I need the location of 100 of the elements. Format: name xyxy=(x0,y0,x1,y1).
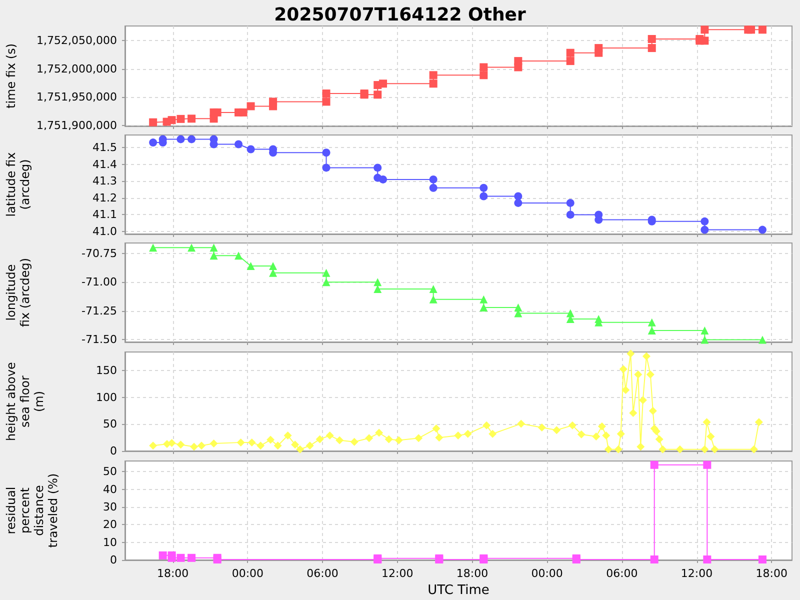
y-tick-label: 30 xyxy=(103,500,117,514)
point xyxy=(566,198,574,207)
point xyxy=(322,90,330,98)
point xyxy=(374,285,382,294)
point xyxy=(188,114,196,123)
y-tick-label: -70.75 xyxy=(82,246,117,260)
x-axis-title: UTC Time xyxy=(428,583,490,598)
point xyxy=(149,118,158,126)
y-tick-label: 100 xyxy=(96,390,117,404)
y-tick-label: 50 xyxy=(103,465,117,478)
point xyxy=(429,184,438,192)
y-axis-title: longitude fix (arcdeg) xyxy=(4,258,32,328)
point xyxy=(700,36,709,45)
point xyxy=(758,226,766,234)
point xyxy=(480,71,488,80)
point xyxy=(213,108,222,116)
point xyxy=(269,262,278,270)
point xyxy=(246,102,255,110)
y-tick-label: -71.25 xyxy=(82,304,117,318)
point xyxy=(379,80,388,88)
y-tick-label: 10 xyxy=(103,536,117,549)
point xyxy=(176,135,185,144)
point xyxy=(210,252,218,260)
point xyxy=(188,244,196,252)
point xyxy=(374,164,382,172)
point xyxy=(700,326,709,334)
point xyxy=(176,554,185,562)
point xyxy=(239,108,248,116)
point xyxy=(210,244,218,252)
point xyxy=(700,217,709,226)
point xyxy=(648,326,656,334)
point xyxy=(703,460,712,469)
point xyxy=(168,116,176,124)
point xyxy=(650,460,658,469)
point xyxy=(429,175,438,184)
y-tick-label: 150 xyxy=(96,364,117,378)
point xyxy=(566,57,574,66)
x-tick-label: 12:00 xyxy=(680,567,713,580)
x-tick-label: 00:00 xyxy=(232,567,264,580)
point xyxy=(234,140,243,148)
point xyxy=(758,26,766,34)
y-tick-label: 1,752,000,000 xyxy=(36,62,117,76)
point xyxy=(234,252,243,260)
point xyxy=(514,192,522,200)
x-tick-label: 00:00 xyxy=(531,567,563,580)
point xyxy=(176,114,185,123)
point xyxy=(514,198,522,207)
y-tick-label: -71.00 xyxy=(82,276,117,289)
point xyxy=(246,262,255,270)
y-tick-label: 50 xyxy=(103,418,117,431)
point xyxy=(700,26,709,34)
chart-title: 20250707T164122 Other xyxy=(274,4,526,26)
y-tick-label: -71.50 xyxy=(82,333,117,346)
point xyxy=(514,303,522,312)
point xyxy=(480,295,488,304)
point xyxy=(374,90,382,99)
point xyxy=(480,63,488,72)
point xyxy=(648,44,656,52)
point xyxy=(429,285,438,294)
point xyxy=(379,175,388,184)
x-tick-label: 06:00 xyxy=(306,567,338,580)
point xyxy=(700,336,709,344)
point xyxy=(480,192,488,200)
point xyxy=(158,551,167,560)
x-tick-label: 18:00 xyxy=(756,567,788,580)
point xyxy=(703,555,712,564)
y-tick-label: 40 xyxy=(103,482,117,496)
y-tick-label: 20 xyxy=(103,518,117,532)
y-tick-label: 41.4 xyxy=(92,158,117,171)
point xyxy=(429,295,438,304)
y-tick-label: 41.0 xyxy=(92,224,117,238)
point xyxy=(188,135,196,144)
point xyxy=(168,554,176,562)
point xyxy=(322,268,330,277)
y-tick-label: 1,751,900,000 xyxy=(36,118,117,132)
y-tick-label: 1,752,050,000 xyxy=(36,34,117,48)
y-tick-label: 0 xyxy=(110,444,117,458)
point xyxy=(648,34,656,43)
point xyxy=(429,80,438,88)
y-tick-label: 41.5 xyxy=(92,141,117,154)
y-tick-label: 41.2 xyxy=(92,191,117,204)
point xyxy=(269,98,278,106)
point xyxy=(480,184,488,192)
point xyxy=(566,210,574,219)
point xyxy=(700,226,709,234)
point xyxy=(188,554,196,562)
point xyxy=(322,148,330,157)
y-axis-title: latitude fix (arcdeg) xyxy=(4,152,32,217)
y-axis-title: time fix (s) xyxy=(4,43,18,109)
point xyxy=(480,303,488,312)
point xyxy=(149,244,158,252)
x-tick-label: 12:00 xyxy=(382,567,414,580)
y-axis-title: residual percent distance traveled (%) xyxy=(4,473,60,548)
point xyxy=(758,336,766,344)
point xyxy=(758,555,766,564)
point xyxy=(322,98,330,106)
y-axis-title: height above sea floor (m) xyxy=(4,362,46,441)
point xyxy=(322,278,330,286)
point xyxy=(429,71,438,80)
point xyxy=(594,44,603,52)
